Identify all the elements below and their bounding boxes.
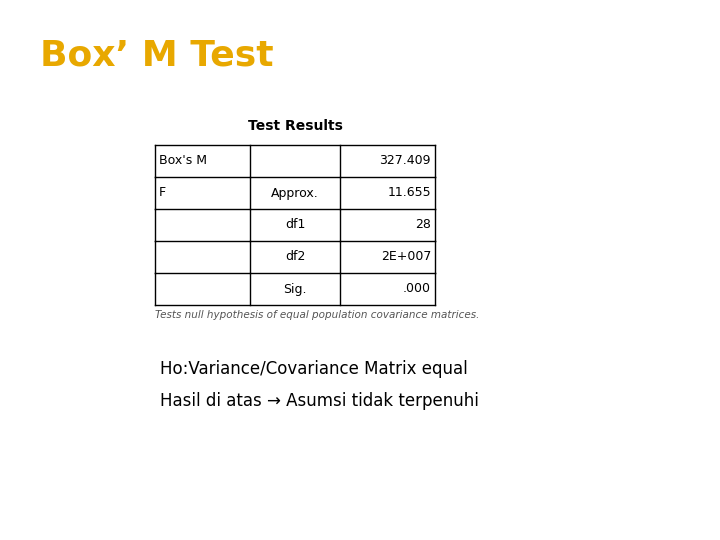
Text: 28: 28 [415,219,431,232]
Text: .000: .000 [403,282,431,295]
Text: Tests null hypothesis of equal population covariance matrices.: Tests null hypothesis of equal populatio… [155,310,480,320]
Text: Box’ M Test: Box’ M Test [40,38,274,72]
Text: Approx.: Approx. [271,186,319,199]
Text: 327.409: 327.409 [379,154,431,167]
Text: Sig.: Sig. [283,282,307,295]
Text: 2E+007: 2E+007 [381,251,431,264]
Text: Box's M: Box's M [159,154,207,167]
Text: 11.655: 11.655 [387,186,431,199]
Text: Ho:Variance/Covariance Matrix equal: Ho:Variance/Covariance Matrix equal [160,360,468,378]
Text: Test Results: Test Results [248,119,343,133]
Text: df1: df1 [285,219,305,232]
Text: Hasil di atas → Asumsi tidak terpenuhi: Hasil di atas → Asumsi tidak terpenuhi [160,392,479,410]
Text: df2: df2 [285,251,305,264]
Text: F: F [159,186,166,199]
